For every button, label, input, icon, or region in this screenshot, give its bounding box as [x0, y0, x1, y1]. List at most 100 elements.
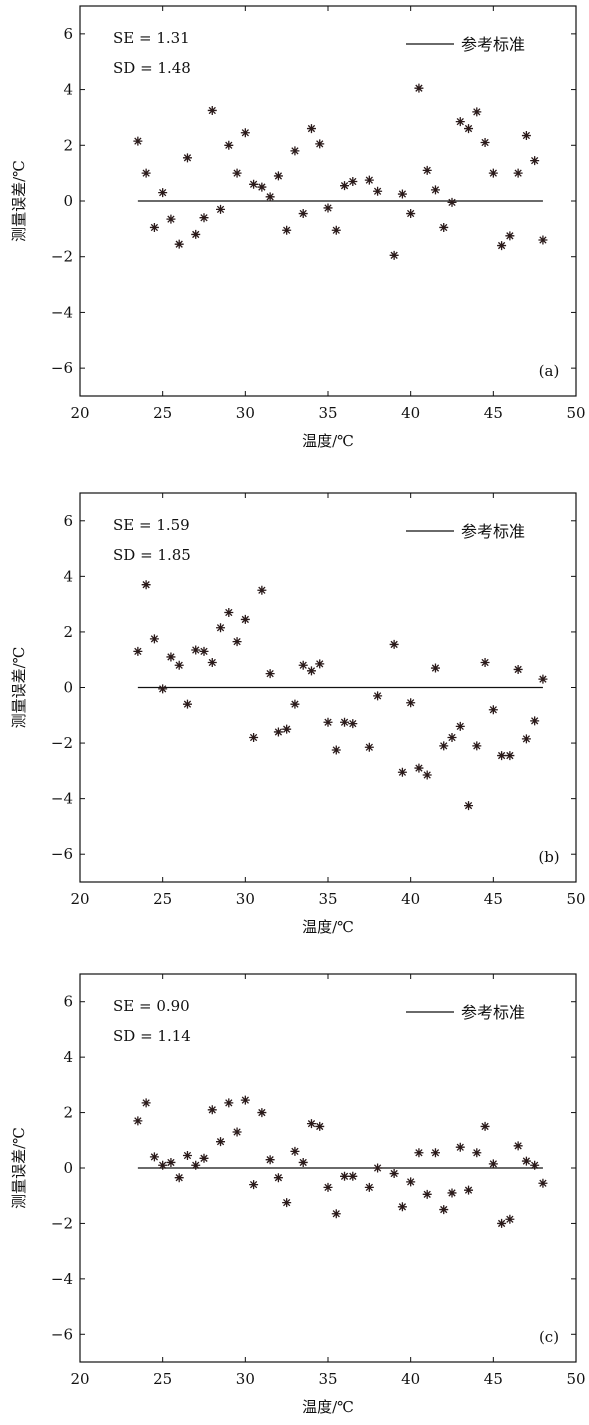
data-point: [373, 1163, 383, 1173]
panel-label: (b): [538, 848, 559, 866]
data-point: [207, 105, 217, 115]
data-point: [538, 235, 548, 245]
x-tick-label: 30: [236, 890, 255, 908]
data-point: [249, 733, 259, 743]
y-tick-label: 6: [63, 993, 73, 1011]
data-point: [240, 614, 250, 624]
data-point: [315, 659, 325, 669]
data-point: [373, 691, 383, 701]
data-point: [331, 225, 341, 235]
data-point: [174, 239, 184, 249]
data-point: [389, 1169, 399, 1179]
data-point: [207, 1105, 217, 1115]
data-point: [397, 767, 407, 777]
data-point: [216, 1137, 226, 1147]
data-point: [480, 657, 490, 667]
data-point: [505, 231, 515, 241]
y-tick-label: 2: [63, 136, 73, 154]
data-point: [298, 660, 308, 670]
data-point: [232, 168, 242, 178]
data-point: [290, 1146, 300, 1156]
x-tick-label: 35: [318, 404, 337, 422]
data-point: [505, 751, 515, 761]
data-point: [414, 83, 424, 93]
data-point: [530, 716, 540, 726]
data-point: [538, 674, 548, 684]
data-point: [447, 197, 457, 207]
data-point: [306, 666, 316, 676]
data-point: [331, 745, 341, 755]
data-point: [141, 580, 151, 590]
x-tick-label: 20: [70, 1370, 89, 1388]
data-point: [149, 1152, 159, 1162]
y-tick-label: 6: [63, 512, 73, 530]
data-point: [464, 124, 474, 134]
data-point: [166, 214, 176, 224]
x-tick-label: 35: [318, 1370, 337, 1388]
x-tick-label: 50: [566, 1370, 585, 1388]
data-point: [397, 1202, 407, 1212]
data-point: [216, 204, 226, 214]
y-tick-label: −4: [51, 303, 73, 321]
data-point: [199, 646, 209, 656]
data-point: [513, 664, 523, 674]
data-point: [422, 1189, 432, 1199]
legend-label: 参考标准: [461, 35, 525, 54]
data-point: [406, 1177, 416, 1187]
data-point: [265, 192, 275, 202]
stats-annotation: SD = 1.85: [113, 546, 191, 564]
data-point: [397, 189, 407, 199]
data-point: [232, 637, 242, 647]
data-point: [447, 1188, 457, 1198]
legend-label: 参考标准: [461, 522, 525, 541]
data-point: [282, 225, 292, 235]
data-point: [306, 124, 316, 134]
panel-label: (c): [539, 1328, 559, 1346]
data-point: [141, 168, 151, 178]
data-point: [414, 763, 424, 773]
data-point: [240, 1095, 250, 1105]
data-point: [249, 179, 259, 189]
data-point: [348, 1171, 358, 1181]
y-tick-label: −6: [51, 359, 73, 377]
y-tick-label: 2: [63, 1104, 73, 1122]
data-point: [273, 727, 283, 737]
data-point: [389, 639, 399, 649]
data-point: [282, 1198, 292, 1208]
data-point: [232, 1127, 242, 1137]
chart-panel-b: 20 25 30 35 40 45 50 −6 −4 −2 0 2 4 6 温度/℃ 测量误差/℃ SE = 1…: [10, 492, 586, 936]
data-point: [290, 699, 300, 709]
y-tick-label: −2: [51, 1214, 73, 1232]
data-point: [323, 203, 333, 213]
data-point: [422, 770, 432, 780]
data-point: [364, 742, 374, 752]
data-point: [497, 751, 507, 761]
data-point: [455, 117, 465, 127]
data-point: [364, 175, 374, 185]
data-point: [298, 209, 308, 219]
data-point: [158, 188, 168, 198]
data-point: [505, 1214, 515, 1224]
data-point: [182, 699, 192, 709]
data-point: [340, 717, 350, 727]
data-point: [472, 1148, 482, 1158]
data-point: [149, 222, 159, 232]
stats-annotation: SE = 0.90: [113, 997, 190, 1015]
data-point: [315, 1121, 325, 1131]
data-point: [331, 1209, 341, 1219]
y-tick-label: 0: [63, 192, 73, 210]
data-point: [488, 168, 498, 178]
data-point: [149, 634, 159, 644]
data-point: [340, 181, 350, 191]
data-point: [538, 1178, 548, 1188]
data-point: [488, 705, 498, 715]
x-tick-label: 25: [153, 404, 172, 422]
y-axis-label: 测量误差/℃: [10, 647, 28, 729]
x-tick-label: 20: [70, 890, 89, 908]
data-point: [521, 131, 531, 141]
data-point: [480, 1121, 490, 1131]
data-point: [141, 1098, 151, 1108]
data-point: [464, 1185, 474, 1195]
data-point: [323, 1182, 333, 1192]
